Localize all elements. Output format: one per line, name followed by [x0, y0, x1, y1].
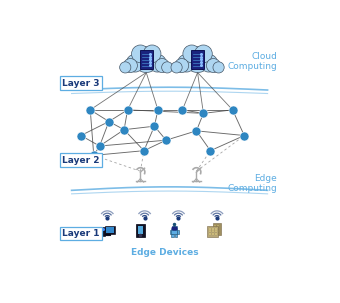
Circle shape	[126, 54, 144, 72]
FancyBboxPatch shape	[136, 224, 145, 237]
Text: Cloud
Computing: Cloud Computing	[227, 52, 277, 71]
FancyBboxPatch shape	[214, 225, 216, 227]
FancyBboxPatch shape	[215, 228, 217, 230]
FancyBboxPatch shape	[175, 234, 177, 237]
FancyBboxPatch shape	[217, 225, 219, 227]
FancyBboxPatch shape	[215, 231, 217, 232]
Circle shape	[185, 47, 210, 72]
Circle shape	[213, 62, 224, 73]
Circle shape	[175, 58, 189, 72]
FancyBboxPatch shape	[140, 50, 153, 69]
FancyBboxPatch shape	[217, 230, 219, 232]
Circle shape	[120, 62, 131, 73]
Circle shape	[132, 45, 149, 63]
FancyBboxPatch shape	[212, 233, 214, 235]
Text: Layer 2: Layer 2	[62, 155, 100, 165]
FancyBboxPatch shape	[170, 230, 172, 234]
FancyBboxPatch shape	[214, 230, 216, 232]
FancyBboxPatch shape	[212, 223, 221, 235]
FancyBboxPatch shape	[207, 226, 218, 237]
FancyBboxPatch shape	[172, 225, 177, 230]
Circle shape	[149, 54, 166, 72]
FancyBboxPatch shape	[209, 231, 211, 232]
FancyBboxPatch shape	[209, 233, 211, 235]
FancyBboxPatch shape	[105, 225, 116, 234]
Circle shape	[143, 45, 161, 63]
FancyBboxPatch shape	[212, 231, 214, 232]
Text: Edge Devices: Edge Devices	[131, 248, 199, 257]
FancyBboxPatch shape	[101, 228, 105, 236]
FancyBboxPatch shape	[171, 229, 177, 235]
Circle shape	[155, 58, 169, 72]
Circle shape	[194, 45, 212, 63]
FancyBboxPatch shape	[217, 228, 219, 229]
Text: Layer 3: Layer 3	[62, 78, 100, 88]
FancyBboxPatch shape	[214, 233, 216, 235]
Circle shape	[162, 62, 173, 73]
Circle shape	[123, 58, 137, 72]
FancyBboxPatch shape	[176, 230, 179, 234]
FancyBboxPatch shape	[106, 227, 114, 233]
Text: Edge
Computing: Edge Computing	[227, 174, 277, 193]
FancyBboxPatch shape	[171, 234, 174, 237]
Circle shape	[183, 45, 201, 63]
Circle shape	[177, 54, 195, 72]
FancyBboxPatch shape	[215, 233, 217, 235]
FancyBboxPatch shape	[138, 226, 143, 235]
FancyBboxPatch shape	[214, 228, 216, 229]
FancyBboxPatch shape	[212, 228, 214, 230]
Circle shape	[133, 47, 159, 72]
FancyBboxPatch shape	[191, 50, 204, 69]
FancyBboxPatch shape	[209, 228, 211, 230]
Text: Layer 1: Layer 1	[62, 229, 100, 238]
Circle shape	[171, 62, 182, 73]
Circle shape	[206, 58, 220, 72]
FancyBboxPatch shape	[217, 233, 219, 235]
Circle shape	[200, 54, 218, 72]
